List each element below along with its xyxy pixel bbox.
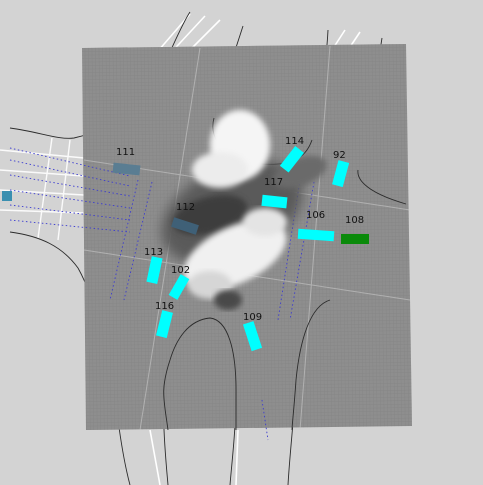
agent-102-label: 102 <box>171 265 190 276</box>
agent-117-label: 117 <box>264 177 283 188</box>
agent-116-label: 116 <box>155 301 174 312</box>
agent-edge-box[interactable] <box>2 191 12 201</box>
agent-114-box[interactable] <box>279 146 304 173</box>
agent-92-label: 92 <box>333 150 346 161</box>
crosswalk-markings <box>9 147 315 441</box>
agents-layer: 111 114 92 117 112 106 108 113 102 116 1… <box>2 136 369 352</box>
agent-117-box[interactable] <box>261 194 288 209</box>
agent-92-box[interactable] <box>332 160 350 188</box>
agent-102-box[interactable] <box>168 274 190 300</box>
agent-106-box[interactable] <box>297 228 335 242</box>
agent-106-label: 106 <box>306 210 325 221</box>
agent-113-box[interactable] <box>146 256 163 284</box>
agent-108-box[interactable] <box>341 234 369 244</box>
agent-116-box[interactable] <box>156 310 173 339</box>
lane-lines-bottom <box>149 429 239 485</box>
agent-113-label: 113 <box>144 247 163 258</box>
agent-109-box[interactable] <box>242 321 263 352</box>
agent-111-box[interactable] <box>112 162 141 176</box>
agent-111-label: 111 <box>116 147 135 158</box>
agent-109-label: 109 <box>243 312 262 323</box>
agent-112-box[interactable] <box>171 217 199 235</box>
lane-lines-left <box>0 137 85 241</box>
agent-112-label: 112 <box>176 202 195 213</box>
agent-108-label: 108 <box>345 215 364 226</box>
agent-114-label: 114 <box>285 136 304 147</box>
